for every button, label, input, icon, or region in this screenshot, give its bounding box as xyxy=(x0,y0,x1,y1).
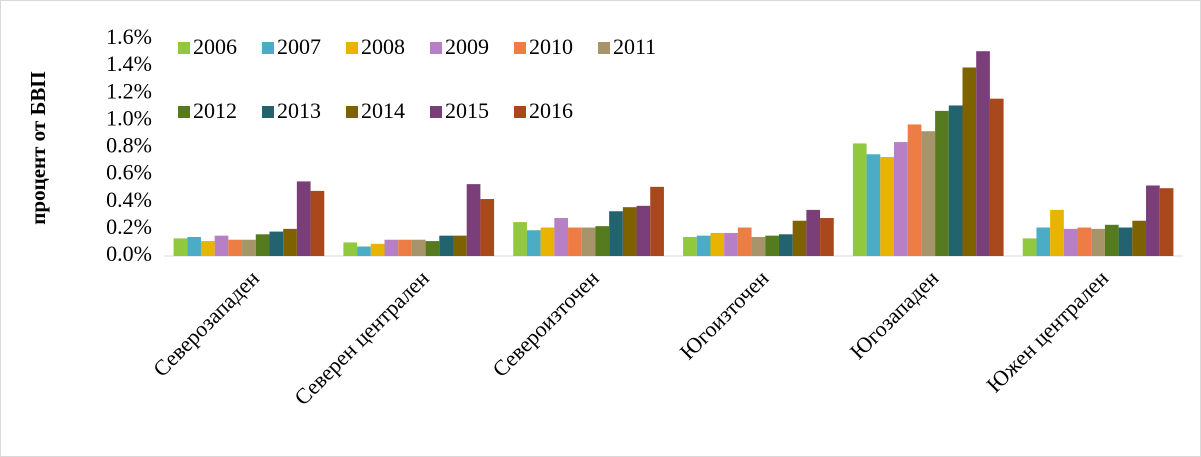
legend-label: 2016 xyxy=(529,98,573,123)
bar xyxy=(989,98,1004,256)
bar xyxy=(283,228,297,256)
bar xyxy=(880,156,894,256)
bar xyxy=(214,235,229,256)
y-tick-label: 0.8% xyxy=(106,133,152,158)
bar xyxy=(439,235,453,256)
bar xyxy=(696,235,711,256)
bar xyxy=(540,227,555,256)
bar xyxy=(242,239,256,256)
bar xyxy=(724,232,738,256)
bar xyxy=(710,232,725,256)
bar xyxy=(453,235,467,256)
bar xyxy=(751,237,766,256)
bar xyxy=(1091,228,1105,256)
legend-swatch xyxy=(262,106,274,118)
y-axis-title: процент от БВП xyxy=(26,71,50,224)
y-tick-label: 0.0% xyxy=(106,241,152,266)
legend-label: 2007 xyxy=(277,34,321,59)
bar xyxy=(343,242,358,256)
bar xyxy=(894,142,908,256)
bar xyxy=(935,110,949,256)
bar xyxy=(1050,209,1064,256)
bar xyxy=(173,238,188,256)
bar xyxy=(296,181,311,256)
bar xyxy=(1118,227,1133,256)
bar xyxy=(357,246,371,256)
legend-swatch xyxy=(346,106,358,118)
bar xyxy=(228,239,243,256)
legend-swatch xyxy=(514,42,526,54)
legend-swatch xyxy=(514,106,526,118)
legend-label: 2008 xyxy=(361,34,405,59)
bar xyxy=(398,239,412,256)
bar xyxy=(765,235,779,256)
bar xyxy=(636,205,651,256)
legend-label: 2009 xyxy=(445,34,489,59)
bar xyxy=(1146,185,1160,256)
bar xyxy=(852,143,867,256)
bar xyxy=(370,243,385,256)
bar xyxy=(962,67,977,256)
bar xyxy=(907,124,922,256)
bar xyxy=(480,199,495,256)
bar xyxy=(622,207,637,256)
bar xyxy=(948,105,963,256)
legend-label: 2012 xyxy=(193,98,237,123)
y-tick-label: 1.2% xyxy=(106,78,152,103)
bar xyxy=(1036,227,1051,256)
bar xyxy=(554,218,569,256)
bar xyxy=(792,220,807,256)
bar xyxy=(1132,220,1147,256)
bar xyxy=(581,227,596,256)
legend-label: 2013 xyxy=(277,98,321,123)
legend-label: 2014 xyxy=(361,98,405,123)
bar xyxy=(310,190,325,256)
bar xyxy=(1159,188,1174,256)
bar xyxy=(609,211,623,256)
bar xyxy=(820,218,834,256)
bar xyxy=(269,231,284,256)
y-tick-label: 0.2% xyxy=(106,214,152,239)
bar xyxy=(384,239,399,256)
bar xyxy=(806,209,821,256)
legend-swatch xyxy=(430,42,442,54)
legend-label: 2006 xyxy=(193,34,237,59)
y-tick-label: 1.4% xyxy=(106,51,152,76)
bar xyxy=(976,51,990,256)
legend-swatch xyxy=(346,42,358,54)
bar xyxy=(683,237,697,256)
bar xyxy=(1104,224,1119,256)
bar xyxy=(595,226,610,256)
legend-swatch xyxy=(262,42,274,54)
bar xyxy=(255,234,270,256)
bar xyxy=(466,184,481,256)
legend-swatch xyxy=(430,106,442,118)
y-tick-label: 0.6% xyxy=(106,160,152,185)
bar xyxy=(1022,238,1037,256)
bar xyxy=(425,241,440,256)
bar xyxy=(778,234,793,256)
bar xyxy=(200,241,215,256)
bar xyxy=(650,186,664,256)
bar xyxy=(411,239,426,256)
legend-swatch xyxy=(178,42,190,54)
bar xyxy=(526,230,541,256)
bar xyxy=(737,227,752,256)
bar xyxy=(1063,228,1078,256)
y-tick-label: 0.4% xyxy=(106,187,152,212)
bar xyxy=(513,222,527,256)
legend-swatch xyxy=(598,42,610,54)
legend-swatch xyxy=(178,106,190,118)
bar xyxy=(921,131,936,256)
bar xyxy=(187,237,201,256)
legend-label: 2010 xyxy=(529,34,573,59)
legend-label: 2011 xyxy=(613,34,656,59)
bar xyxy=(1077,227,1092,256)
bar xyxy=(568,227,582,256)
bar xyxy=(866,154,881,256)
y-tick-label: 1.0% xyxy=(106,105,152,130)
legend-label: 2015 xyxy=(445,98,489,123)
y-tick-label: 1.6% xyxy=(106,24,152,49)
